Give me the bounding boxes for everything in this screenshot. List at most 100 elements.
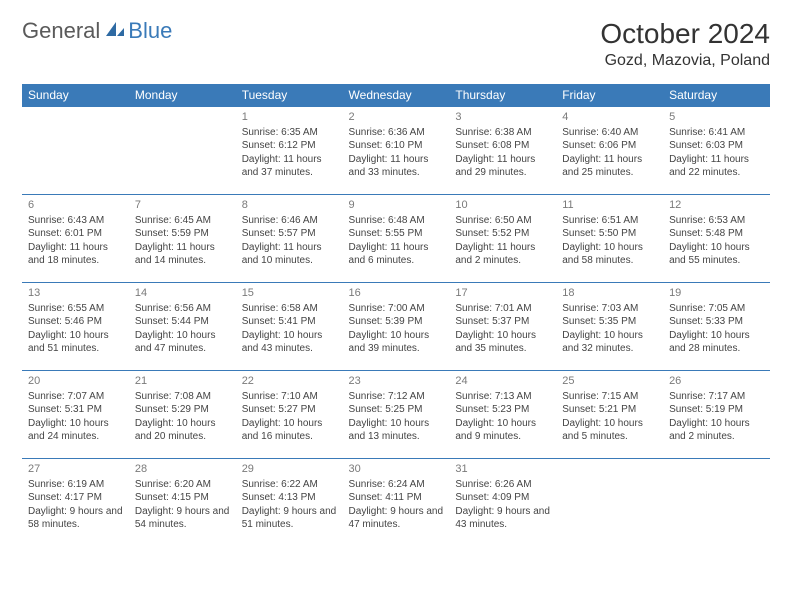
calendar-week-row: 27Sunrise: 6:19 AMSunset: 4:17 PMDayligh… [22, 459, 770, 547]
day-number: 1 [242, 110, 337, 125]
calendar-cell: 18Sunrise: 7:03 AMSunset: 5:35 PMDayligh… [556, 283, 663, 371]
sunrise-text: Sunrise: 6:24 AM [349, 478, 444, 492]
calendar-cell [129, 107, 236, 195]
sunset-text: Sunset: 4:13 PM [242, 491, 337, 505]
calendar-cell: 5Sunrise: 6:41 AMSunset: 6:03 PMDaylight… [663, 107, 770, 195]
dayhdr-fri: Friday [556, 84, 663, 107]
calendar-cell [556, 459, 663, 547]
day-number: 19 [669, 286, 764, 301]
sunset-text: Sunset: 5:19 PM [669, 403, 764, 417]
calendar-cell: 16Sunrise: 7:00 AMSunset: 5:39 PMDayligh… [343, 283, 450, 371]
sunset-text: Sunset: 5:23 PM [455, 403, 550, 417]
day-number: 25 [562, 374, 657, 389]
sunrise-text: Sunrise: 6:51 AM [562, 214, 657, 228]
daylight-text: Daylight: 9 hours and 51 minutes. [242, 505, 337, 532]
sunset-text: Sunset: 5:29 PM [135, 403, 230, 417]
daylight-text: Daylight: 10 hours and 20 minutes. [135, 417, 230, 444]
sunrise-text: Sunrise: 7:07 AM [28, 390, 123, 404]
daylight-text: Daylight: 10 hours and 5 minutes. [562, 417, 657, 444]
sunrise-text: Sunrise: 6:53 AM [669, 214, 764, 228]
daylight-text: Daylight: 11 hours and 10 minutes. [242, 241, 337, 268]
logo-text-general: General [22, 18, 100, 44]
dayhdr-thu: Thursday [449, 84, 556, 107]
calendar-cell: 29Sunrise: 6:22 AMSunset: 4:13 PMDayligh… [236, 459, 343, 547]
sunset-text: Sunset: 5:39 PM [349, 315, 444, 329]
daylight-text: Daylight: 11 hours and 29 minutes. [455, 153, 550, 180]
sunset-text: Sunset: 5:57 PM [242, 227, 337, 241]
calendar-cell: 17Sunrise: 7:01 AMSunset: 5:37 PMDayligh… [449, 283, 556, 371]
day-number: 4 [562, 110, 657, 125]
daylight-text: Daylight: 11 hours and 37 minutes. [242, 153, 337, 180]
sunrise-text: Sunrise: 7:13 AM [455, 390, 550, 404]
sunrise-text: Sunrise: 7:15 AM [562, 390, 657, 404]
sunrise-text: Sunrise: 7:03 AM [562, 302, 657, 316]
sunrise-text: Sunrise: 7:00 AM [349, 302, 444, 316]
daylight-text: Daylight: 10 hours and 9 minutes. [455, 417, 550, 444]
day-number: 6 [28, 198, 123, 213]
day-number: 17 [455, 286, 550, 301]
sunrise-text: Sunrise: 6:35 AM [242, 126, 337, 140]
day-number: 29 [242, 462, 337, 477]
calendar-cell [22, 107, 129, 195]
sunset-text: Sunset: 4:15 PM [135, 491, 230, 505]
sunset-text: Sunset: 6:08 PM [455, 139, 550, 153]
daylight-text: Daylight: 11 hours and 14 minutes. [135, 241, 230, 268]
calendar-cell: 2Sunrise: 6:36 AMSunset: 6:10 PMDaylight… [343, 107, 450, 195]
sunset-text: Sunset: 5:27 PM [242, 403, 337, 417]
day-number: 5 [669, 110, 764, 125]
sunset-text: Sunset: 4:09 PM [455, 491, 550, 505]
sunset-text: Sunset: 6:12 PM [242, 139, 337, 153]
day-number: 21 [135, 374, 230, 389]
day-number: 12 [669, 198, 764, 213]
daylight-text: Daylight: 11 hours and 22 minutes. [669, 153, 764, 180]
day-number: 9 [349, 198, 444, 213]
dayhdr-tue: Tuesday [236, 84, 343, 107]
calendar-week-row: 20Sunrise: 7:07 AMSunset: 5:31 PMDayligh… [22, 371, 770, 459]
sunrise-text: Sunrise: 6:48 AM [349, 214, 444, 228]
sunset-text: Sunset: 6:03 PM [669, 139, 764, 153]
daylight-text: Daylight: 11 hours and 2 minutes. [455, 241, 550, 268]
calendar-cell: 9Sunrise: 6:48 AMSunset: 5:55 PMDaylight… [343, 195, 450, 283]
day-number: 15 [242, 286, 337, 301]
sunset-text: Sunset: 5:50 PM [562, 227, 657, 241]
calendar-cell: 6Sunrise: 6:43 AMSunset: 6:01 PMDaylight… [22, 195, 129, 283]
sunset-text: Sunset: 5:33 PM [669, 315, 764, 329]
calendar-cell: 22Sunrise: 7:10 AMSunset: 5:27 PMDayligh… [236, 371, 343, 459]
day-number: 22 [242, 374, 337, 389]
sunrise-text: Sunrise: 6:38 AM [455, 126, 550, 140]
daylight-text: Daylight: 9 hours and 58 minutes. [28, 505, 123, 532]
calendar-cell: 30Sunrise: 6:24 AMSunset: 4:11 PMDayligh… [343, 459, 450, 547]
title-block: October 2024 Gozd, Mazovia, Poland [600, 18, 770, 70]
sunset-text: Sunset: 5:55 PM [349, 227, 444, 241]
calendar-cell: 21Sunrise: 7:08 AMSunset: 5:29 PMDayligh… [129, 371, 236, 459]
sunset-text: Sunset: 5:46 PM [28, 315, 123, 329]
sunrise-text: Sunrise: 6:20 AM [135, 478, 230, 492]
daylight-text: Daylight: 10 hours and 13 minutes. [349, 417, 444, 444]
daylight-text: Daylight: 9 hours and 47 minutes. [349, 505, 444, 532]
day-number: 3 [455, 110, 550, 125]
daylight-text: Daylight: 10 hours and 39 minutes. [349, 329, 444, 356]
calendar-cell: 8Sunrise: 6:46 AMSunset: 5:57 PMDaylight… [236, 195, 343, 283]
calendar-cell: 7Sunrise: 6:45 AMSunset: 5:59 PMDaylight… [129, 195, 236, 283]
calendar-week-row: 6Sunrise: 6:43 AMSunset: 6:01 PMDaylight… [22, 195, 770, 283]
calendar-cell: 31Sunrise: 6:26 AMSunset: 4:09 PMDayligh… [449, 459, 556, 547]
sunset-text: Sunset: 6:06 PM [562, 139, 657, 153]
sunset-text: Sunset: 5:31 PM [28, 403, 123, 417]
calendar-cell: 12Sunrise: 6:53 AMSunset: 5:48 PMDayligh… [663, 195, 770, 283]
calendar-cell: 1Sunrise: 6:35 AMSunset: 6:12 PMDaylight… [236, 107, 343, 195]
day-number: 23 [349, 374, 444, 389]
calendar-cell: 3Sunrise: 6:38 AMSunset: 6:08 PMDaylight… [449, 107, 556, 195]
header: General Blue October 2024 Gozd, Mazovia,… [22, 18, 770, 70]
day-number: 2 [349, 110, 444, 125]
daylight-text: Daylight: 11 hours and 6 minutes. [349, 241, 444, 268]
sunrise-text: Sunrise: 6:26 AM [455, 478, 550, 492]
calendar-body: 1Sunrise: 6:35 AMSunset: 6:12 PMDaylight… [22, 107, 770, 547]
sunset-text: Sunset: 5:48 PM [669, 227, 764, 241]
calendar-cell: 15Sunrise: 6:58 AMSunset: 5:41 PMDayligh… [236, 283, 343, 371]
daylight-text: Daylight: 10 hours and 24 minutes. [28, 417, 123, 444]
day-number: 14 [135, 286, 230, 301]
calendar-cell: 26Sunrise: 7:17 AMSunset: 5:19 PMDayligh… [663, 371, 770, 459]
daylight-text: Daylight: 10 hours and 32 minutes. [562, 329, 657, 356]
sunset-text: Sunset: 5:44 PM [135, 315, 230, 329]
sunrise-text: Sunrise: 6:45 AM [135, 214, 230, 228]
